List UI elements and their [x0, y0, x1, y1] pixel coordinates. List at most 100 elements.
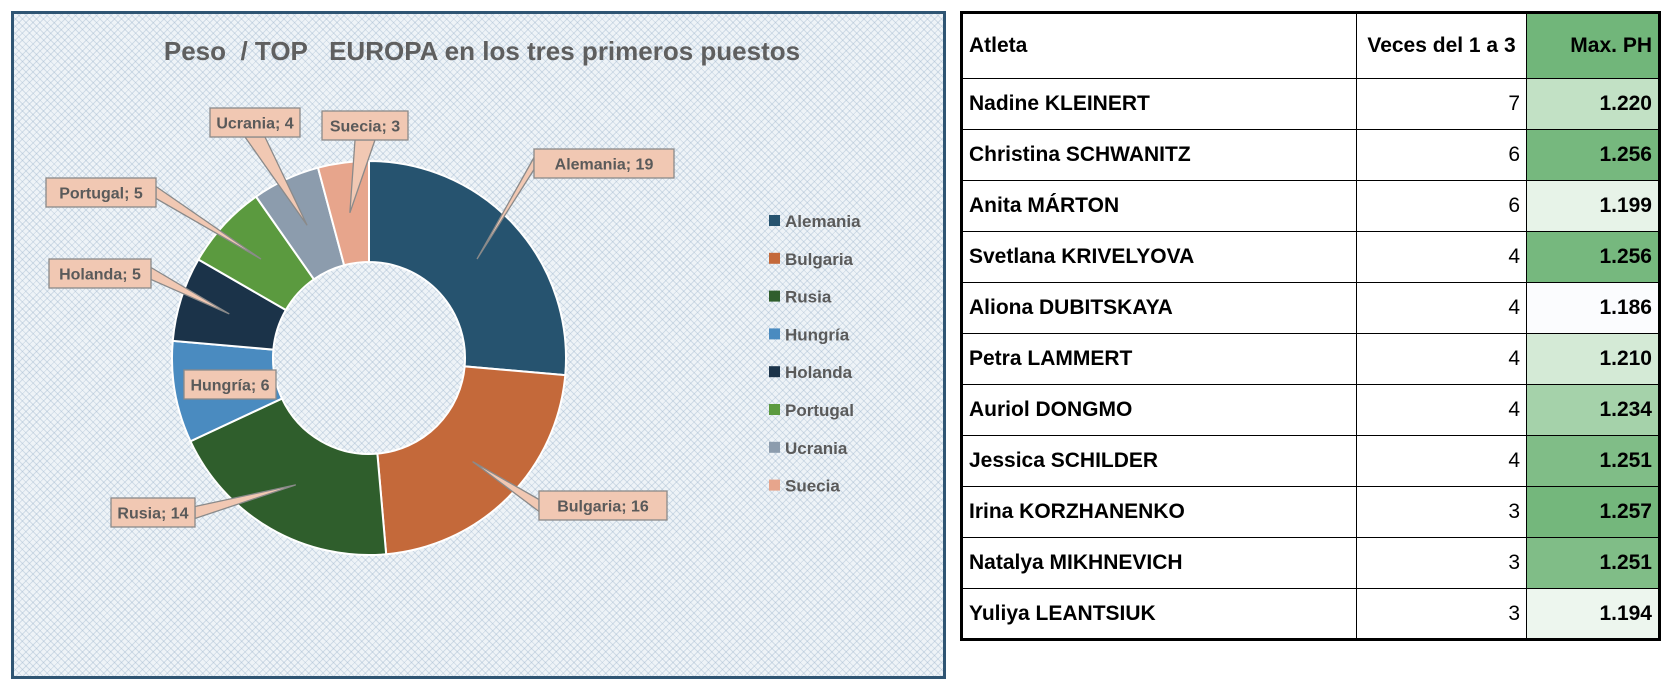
- table-panel: Atleta Veces del 1 a 3 Max. PH Nadine KL…: [960, 11, 1661, 679]
- callout-alemania: Alemania; 19: [476, 148, 675, 260]
- header-max-ph: Max. PH: [1526, 12, 1660, 79]
- legend-label: Suecia: [785, 477, 840, 496]
- legend-swatch: [769, 328, 780, 340]
- callout-box: [209, 107, 301, 138]
- athlete-name: Anita MÁRTON: [961, 180, 1357, 232]
- legend-item-suecia: Suecia: [769, 477, 840, 496]
- slice-rusia: [189, 397, 388, 556]
- max-ph-value: 1.251: [1526, 435, 1660, 487]
- max-ph-value: 1.220: [1526, 78, 1660, 130]
- slice-bulgaria: [376, 365, 567, 556]
- table-row: Natalya MIKHNEVICH 3 1.251: [961, 537, 1660, 589]
- times-value: 7: [1356, 78, 1527, 130]
- table-row: Yuliya LEANTSIUK 3 1.194: [961, 588, 1660, 640]
- callout-bulgaria: Bulgaria; 16: [472, 461, 668, 521]
- max-ph-value: 1.256: [1526, 129, 1660, 181]
- athlete-name: Petra LAMMERT: [961, 333, 1357, 385]
- header-athlete: Atleta: [961, 12, 1357, 79]
- callout-box: [533, 148, 675, 179]
- data-label: Bulgaria; 16: [557, 499, 649, 516]
- legend-item-ucrania: Ucrania: [769, 439, 848, 458]
- data-label: Alemania; 19: [555, 157, 654, 174]
- callout-box: [538, 490, 668, 521]
- athlete-name: Aliona DUBITSKAYA: [961, 282, 1357, 334]
- legend-label: Rusia: [785, 288, 832, 307]
- data-label: Ucrania; 4: [216, 116, 293, 133]
- data-label: Suecia; 3: [330, 119, 400, 136]
- data-label: Portugal; 5: [59, 186, 143, 203]
- table-row: Nadine KLEINERT 7 1.220: [961, 78, 1660, 130]
- max-ph-value: 1.210: [1526, 333, 1660, 385]
- max-ph-value: 1.256: [1526, 231, 1660, 283]
- athlete-name: Jessica SCHILDER: [961, 435, 1357, 487]
- data-label: Hungría; 6: [190, 378, 269, 395]
- times-value: 3: [1356, 486, 1527, 538]
- legend-label: Alemania: [785, 212, 861, 231]
- header-times: Veces del 1 a 3: [1356, 12, 1527, 79]
- times-value: 3: [1356, 537, 1527, 589]
- times-value: 6: [1356, 129, 1527, 181]
- athletes-table: Atleta Veces del 1 a 3 Max. PH Nadine KL…: [960, 11, 1661, 641]
- legend-swatch: [769, 290, 780, 302]
- legend-label: Hungría: [785, 325, 850, 344]
- callout-box: [321, 110, 409, 141]
- chart-panel: Peso / TOP EUROPA en los tres primeros p…: [11, 11, 946, 679]
- table-row: Anita MÁRTON 6 1.199: [961, 180, 1660, 232]
- times-value: 4: [1356, 282, 1527, 334]
- legend-label: Holanda: [785, 363, 853, 382]
- athlete-name: Nadine KLEINERT: [961, 78, 1357, 130]
- legend-swatch: [769, 252, 780, 264]
- doughnut-chart: Peso / TOP EUROPA en los tres primeros p…: [45, 36, 861, 556]
- athlete-name: Svetlana KRIVELYOVA: [961, 231, 1357, 283]
- athlete-name: Yuliya LEANTSIUK: [961, 588, 1357, 640]
- max-ph-value: 1.199: [1526, 180, 1660, 232]
- athlete-name: Natalya MIKHNEVICH: [961, 537, 1357, 589]
- table-row: Svetlana KRIVELYOVA 4 1.256: [961, 231, 1660, 283]
- times-value: 4: [1356, 333, 1527, 385]
- table-header-row: Atleta Veces del 1 a 3 Max. PH: [961, 12, 1660, 79]
- callout-box: [110, 497, 196, 528]
- legend-item-rusia: Rusia: [769, 288, 832, 307]
- legend-item-bulgaria: Bulgaria: [769, 250, 854, 269]
- table-row: Jessica SCHILDER 4 1.251: [961, 435, 1660, 487]
- callout-box: [45, 177, 157, 208]
- table-row: Aliona DUBITSKAYA 4 1.186: [961, 282, 1660, 334]
- legend-swatch: [769, 441, 780, 453]
- callout-box: [48, 258, 152, 289]
- times-value: 3: [1356, 588, 1527, 640]
- max-ph-value: 1.194: [1526, 588, 1660, 640]
- legend-label: Portugal: [785, 401, 854, 420]
- athlete-name: Auriol DONGMO: [961, 384, 1357, 436]
- max-ph-value: 1.234: [1526, 384, 1660, 436]
- callout-suecia: Suecia; 3: [321, 110, 409, 213]
- legend-item-portugal: Portugal: [769, 401, 854, 420]
- table-row: Christina SCHWANITZ 6 1.256: [961, 129, 1660, 181]
- legend-label: Ucrania: [785, 439, 848, 458]
- table-row: Auriol DONGMO 4 1.234: [961, 384, 1660, 436]
- max-ph-value: 1.257: [1526, 486, 1660, 538]
- legend-swatch: [769, 404, 780, 415]
- legend-swatch: [769, 215, 780, 226]
- legend-item-holanda: Holanda: [769, 363, 853, 382]
- legend-label: Bulgaria: [785, 250, 854, 269]
- callout-hungria: Hungría; 6: [183, 369, 277, 400]
- callout-ucrania: Ucrania; 4: [209, 107, 308, 226]
- max-ph-value: 1.186: [1526, 282, 1660, 334]
- table-row: Petra LAMMERT 4 1.210: [961, 333, 1660, 385]
- legend-item-alemania: Alemania: [769, 212, 861, 231]
- chart-title: Peso / TOP EUROPA en los tres primeros p…: [164, 36, 800, 66]
- slice-alemania: [368, 159, 567, 377]
- callout-holanda: Holanda; 5: [48, 258, 230, 315]
- athlete-name: Irina KORZHANENKO: [961, 486, 1357, 538]
- callout-portugal: Portugal; 5: [45, 177, 262, 260]
- times-value: 4: [1356, 384, 1527, 436]
- data-label: Rusia; 14: [117, 506, 188, 523]
- callout-box: [183, 369, 277, 400]
- max-ph-value: 1.251: [1526, 537, 1660, 589]
- times-value: 4: [1356, 435, 1527, 487]
- callout-rusia: Rusia; 14: [110, 484, 296, 528]
- data-label: Holanda; 5: [59, 267, 141, 284]
- times-value: 4: [1356, 231, 1527, 283]
- table-row: Irina KORZHANENKO 3 1.257: [961, 486, 1660, 538]
- legend-item-hungria: Hungría: [769, 325, 850, 344]
